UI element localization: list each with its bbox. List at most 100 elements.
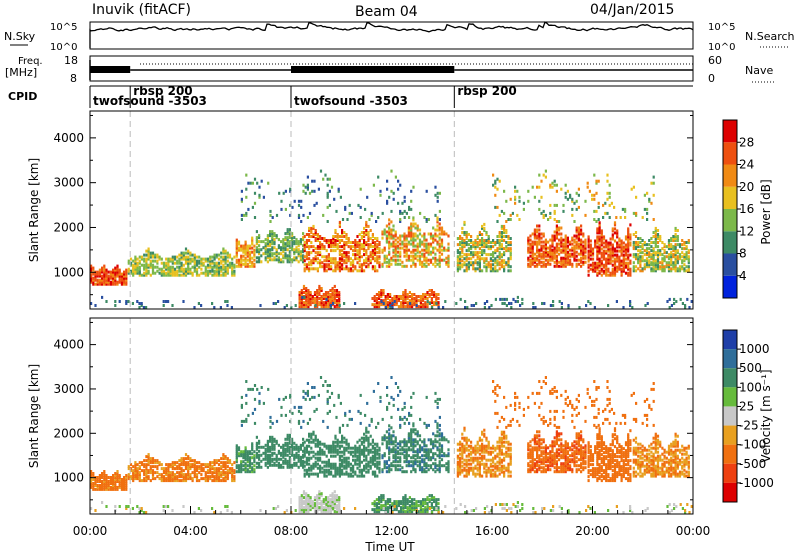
power-cell bbox=[390, 234, 393, 238]
power-cell bbox=[217, 263, 221, 267]
power-cell bbox=[542, 216, 545, 219]
power-cell bbox=[98, 280, 101, 284]
power-cell bbox=[683, 247, 686, 251]
power-cell bbox=[681, 247, 684, 251]
velocity-cell bbox=[303, 448, 306, 452]
power-cell bbox=[388, 250, 391, 254]
power-cell bbox=[347, 251, 350, 255]
power-cell bbox=[310, 245, 313, 249]
power-cell bbox=[335, 295, 339, 298]
power-cell bbox=[498, 261, 501, 265]
power-cell bbox=[551, 181, 554, 185]
power-cell bbox=[639, 241, 642, 244]
power-cell bbox=[305, 243, 308, 247]
power-cell bbox=[467, 247, 470, 251]
power-cell bbox=[319, 261, 322, 265]
power-cell bbox=[560, 244, 563, 248]
velocity-cell bbox=[327, 472, 330, 476]
power-cell bbox=[503, 297, 506, 301]
power-cell bbox=[476, 267, 479, 271]
power-cell bbox=[470, 239, 473, 242]
power-cell bbox=[319, 265, 322, 269]
velocity-cell bbox=[260, 459, 263, 463]
power-cell bbox=[365, 253, 368, 257]
power-cell bbox=[319, 245, 322, 249]
power-cell bbox=[496, 255, 499, 259]
power-cell bbox=[400, 297, 403, 300]
velocity-cell bbox=[96, 487, 99, 491]
velocity-cell bbox=[371, 470, 374, 474]
velocity-cell bbox=[295, 451, 298, 455]
power-cell bbox=[365, 259, 368, 263]
power-cell bbox=[425, 220, 428, 223]
power-cell bbox=[138, 259, 141, 263]
velocity-cell bbox=[162, 477, 166, 481]
power-cell bbox=[136, 261, 139, 265]
power-cell bbox=[385, 236, 388, 240]
velocity-cell bbox=[384, 500, 387, 504]
power-cell bbox=[284, 238, 287, 242]
velocity-cell bbox=[248, 460, 252, 464]
power-cell bbox=[277, 238, 280, 242]
power-cell bbox=[432, 246, 435, 250]
power-cell bbox=[667, 257, 671, 261]
power-cell bbox=[616, 259, 619, 263]
velocity-cell bbox=[151, 477, 155, 481]
power-cell bbox=[443, 258, 446, 262]
velocity-cell bbox=[209, 471, 212, 475]
velocity-cell bbox=[365, 438, 368, 442]
power-cell bbox=[284, 256, 287, 260]
power-cell bbox=[659, 249, 662, 253]
power-cell bbox=[573, 238, 576, 242]
power-cell bbox=[445, 232, 448, 236]
velocity-cell bbox=[308, 432, 311, 436]
power-cell bbox=[293, 240, 296, 244]
power-cell bbox=[253, 254, 256, 258]
velocity-cell bbox=[271, 445, 274, 449]
power-cell bbox=[542, 213, 545, 217]
power-cell bbox=[437, 306, 440, 309]
power-cell bbox=[472, 251, 475, 255]
power-cell bbox=[586, 181, 589, 185]
velocity-cell bbox=[211, 467, 214, 471]
power-cell bbox=[418, 258, 422, 262]
power-cell bbox=[305, 293, 308, 296]
power-cell bbox=[578, 306, 581, 309]
power-cell bbox=[266, 238, 269, 242]
power-cell bbox=[616, 257, 619, 261]
power-cell bbox=[333, 289, 336, 292]
power-cell bbox=[587, 249, 590, 253]
power-cell bbox=[98, 278, 101, 282]
power-cell bbox=[466, 306, 469, 309]
velocity-cell bbox=[373, 500, 376, 504]
velocity-cell bbox=[269, 453, 272, 457]
power-cell bbox=[230, 306, 233, 309]
power-cell bbox=[245, 173, 248, 177]
velocity-cell bbox=[184, 453, 188, 457]
velocity-cell bbox=[302, 455, 305, 459]
velocity-cell bbox=[235, 460, 238, 464]
power-cell bbox=[301, 295, 304, 299]
power-cell bbox=[676, 229, 679, 232]
power-cell bbox=[240, 256, 243, 260]
power-cell bbox=[505, 220, 508, 223]
velocity-cell bbox=[309, 500, 312, 504]
velocity-cell bbox=[228, 459, 232, 463]
velocity-cell bbox=[286, 459, 289, 463]
power-cell bbox=[440, 244, 444, 248]
power-cell bbox=[637, 249, 640, 253]
power-cell bbox=[375, 293, 378, 296]
power-cell bbox=[424, 297, 427, 300]
velocity-cell bbox=[224, 467, 227, 471]
power-cell bbox=[288, 234, 291, 238]
power-cell bbox=[499, 297, 502, 301]
velocity-cell bbox=[264, 451, 267, 455]
power-cell bbox=[359, 205, 362, 209]
velocity-cell bbox=[94, 482, 97, 485]
power-cell bbox=[302, 254, 305, 258]
velocity-cell bbox=[213, 479, 216, 483]
velocity-cell bbox=[371, 454, 374, 458]
power-cell bbox=[426, 291, 429, 294]
power-cell bbox=[295, 248, 298, 252]
velocity-cell bbox=[286, 433, 289, 437]
